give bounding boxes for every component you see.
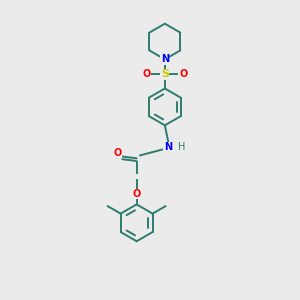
Text: N: N (164, 142, 172, 152)
Text: O: O (133, 189, 141, 199)
Text: N: N (161, 54, 169, 64)
Text: O: O (179, 69, 188, 79)
Text: H: H (178, 142, 185, 152)
Text: S: S (161, 69, 169, 79)
Text: O: O (113, 148, 122, 158)
Text: O: O (142, 69, 151, 79)
